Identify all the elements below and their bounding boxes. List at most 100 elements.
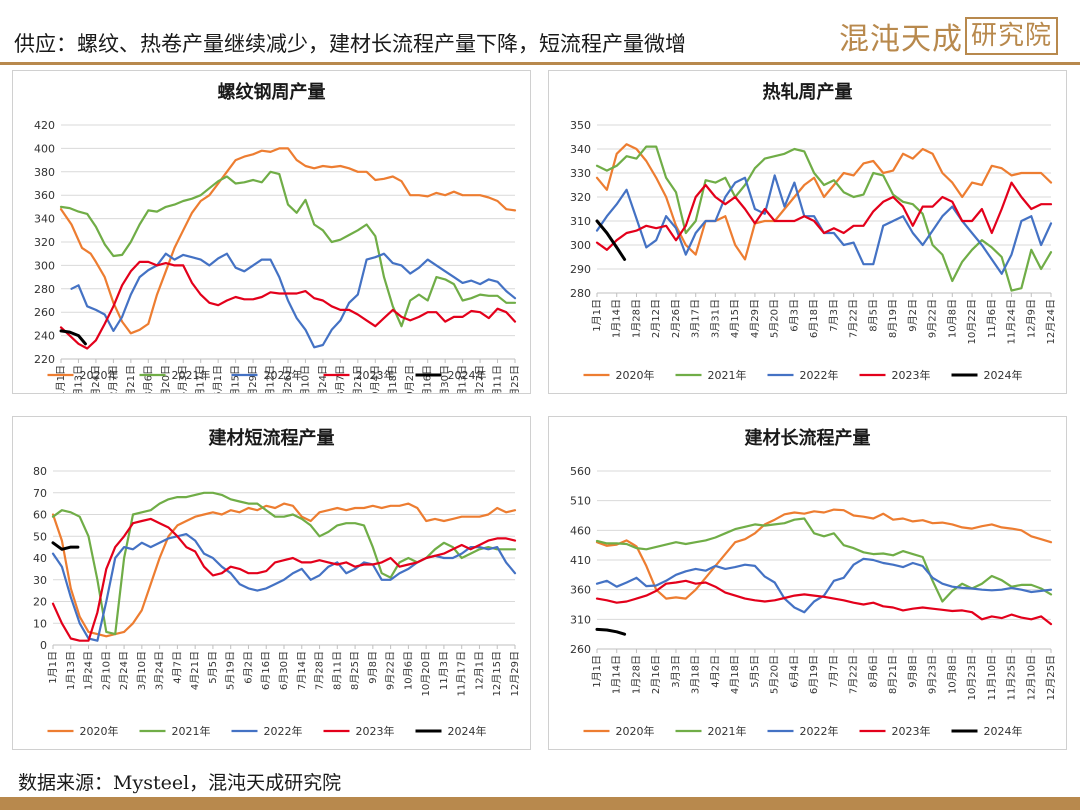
chart-panel-long-process: 建材长流程产量 260 310 360 410 460 510 560 1月1日 1月14日 1月2… <box>548 416 1067 750</box>
x-tick-label: 4月18日 <box>729 655 741 694</box>
y-tick-label: 350 <box>570 119 591 132</box>
legend-label: 2021年 <box>172 724 211 738</box>
x-tick-label: 4月29日 <box>749 299 761 338</box>
x-tick-label: 8月25日 <box>349 651 361 690</box>
x-tick-label: 2月10日 <box>100 651 112 690</box>
legend-label: 2020年 <box>616 368 655 382</box>
chart-rebar-weekly-output: 螺纹钢周产量 220 240 260 280 300 320 340 360 380 400 420 1… <box>34 81 521 393</box>
x-tick-label: 3月18日 <box>690 655 702 694</box>
legend-label: 2023年 <box>892 368 931 382</box>
x-tick-label: 6月4日 <box>788 655 800 688</box>
brand-main-text: 混沌天成 <box>838 22 963 57</box>
chart-panel-short-process: 建材短流程产量 0 10 20 30 40 50 60 70 80 1月1日 1月13日 1月24日 2月… <box>12 416 531 750</box>
x-tick-label: 7月10日 <box>299 365 311 393</box>
x-tick-label: 5月1日 <box>212 365 224 393</box>
x-tick-label: 12月9日 <box>1025 299 1037 338</box>
footer-rule <box>0 797 1080 810</box>
chart-short-process-output: 建材短流程产量 0 10 20 30 40 50 60 70 80 1月1日 1月13日 1月24日 2月… <box>33 427 521 738</box>
chart-title: 建材长流程产量 <box>745 427 871 449</box>
x-tick-label: 12月24日 <box>1045 299 1057 344</box>
x-tick-label: 1月1日 <box>55 365 67 393</box>
y-tick-label: 40 <box>33 552 47 565</box>
y-tick-label: 280 <box>34 283 55 296</box>
x-tick-label: 11月27日 <box>474 365 486 393</box>
chart-panel-rebar: 螺纹钢周产量 220 240 260 280 300 320 340 360 380 400 420 1… <box>12 70 531 394</box>
y-tick-label: 260 <box>34 306 55 319</box>
x-tick-label: 1月14日 <box>611 299 623 338</box>
y-tick-label: 410 <box>570 554 591 567</box>
series-line-2022 <box>70 252 517 349</box>
x-tick-label: 1月28日 <box>630 299 642 338</box>
x-tick-label: 12月29日 <box>509 651 521 696</box>
x-tick-label: 4月17日 <box>195 365 207 393</box>
x-tick-label: 8月6日 <box>867 655 879 688</box>
legend-label: 2020年 <box>80 724 119 738</box>
x-tick-label: 7月7日 <box>828 655 840 688</box>
x-tick-label: 7月24日 <box>317 365 329 393</box>
x-tick-label: 1月1日 <box>591 299 603 332</box>
y-tick-label: 300 <box>34 259 55 272</box>
x-tick-label: 4月21日 <box>189 651 201 690</box>
y-tick-label: 420 <box>34 119 55 132</box>
x-tick-label: 7月28日 <box>314 651 326 690</box>
x-tick-label: 8月7日 <box>334 365 346 393</box>
y-tick-label: 340 <box>34 213 55 226</box>
chart-title: 螺纹钢周产量 <box>218 81 326 103</box>
x-tick-label: 10月16日 <box>422 365 434 393</box>
legend-label: 2022年 <box>264 724 303 738</box>
x-tick-label: 8月19日 <box>887 299 899 338</box>
series-line-2020 <box>51 502 517 638</box>
series-line-2022 <box>51 532 517 642</box>
x-tick-label: 12月1日 <box>473 651 485 690</box>
x-tick-label: 7月22日 <box>848 299 860 338</box>
x-tick-label: 8月11日 <box>331 651 343 690</box>
x-tick-label: 9月18日 <box>387 365 399 393</box>
x-tick-label: 9月8日 <box>367 651 379 684</box>
series-line-2021 <box>595 145 1053 292</box>
series-line-2024 <box>595 627 627 636</box>
series-line-2020 <box>59 147 517 335</box>
x-tick-label: 11月3日 <box>438 651 450 690</box>
x-tick-label: 2月16日 <box>650 655 662 694</box>
x-tick-label: 1月28日 <box>630 655 642 694</box>
series-line-2020 <box>595 508 1053 600</box>
legend-label: 2024年 <box>448 724 487 738</box>
x-tick-label: 9月22日 <box>385 651 397 690</box>
x-tick-label: 1月13日 <box>65 651 77 690</box>
y-tick-label: 50 <box>33 530 47 543</box>
y-tick-label: 70 <box>33 487 47 500</box>
y-tick-label: 220 <box>34 353 55 366</box>
series-line-2024 <box>59 329 87 346</box>
x-tick-label: 12月11日 <box>492 365 504 393</box>
x-tick-label: 1月14日 <box>611 655 623 694</box>
y-tick-label: 310 <box>570 613 591 626</box>
x-tick-label: 10月2日 <box>404 365 416 393</box>
x-tick-label: 3月6日 <box>142 365 154 393</box>
x-tick-label: 3月31日 <box>709 299 721 338</box>
y-tick-label: 510 <box>570 495 591 508</box>
legend-label: 2022年 <box>800 368 839 382</box>
series-line-2020 <box>595 143 1053 261</box>
y-tick-label: 280 <box>570 287 591 300</box>
x-tick-label: 11月25日 <box>1006 655 1018 700</box>
x-tick-label: 12月15日 <box>491 651 503 696</box>
chart-long-process-output: 建材长流程产量 260 310 360 410 460 510 560 1月1日 1月14日 1月2… <box>570 427 1057 738</box>
series-line-2023 <box>595 579 1053 626</box>
chart-panel-hot-rolled: 热轧周产量 280 290 300 310 320 330 340 350 1月1日 1月14日 1月… <box>548 70 1067 394</box>
series-line-2024 <box>51 541 80 551</box>
x-tick-label: 5月5日 <box>207 651 219 684</box>
x-tick-label: 1月24日 <box>83 651 95 690</box>
y-tick-label: 560 <box>570 465 591 478</box>
y-tick-label: 360 <box>570 584 591 597</box>
x-tick-label: 1月24日 <box>90 365 102 393</box>
x-tick-label: 10月8日 <box>946 299 958 338</box>
x-tick-label: 6月3日 <box>788 299 800 332</box>
x-tick-label: 12月10日 <box>1025 655 1037 700</box>
chart-title: 热轧周产量 <box>763 81 853 103</box>
y-tick-label: 80 <box>33 465 47 478</box>
series-line-2021 <box>51 491 517 636</box>
x-tick-label: 3月10日 <box>136 651 148 690</box>
x-tick-label: 5月20日 <box>769 299 781 338</box>
x-tick-label: 8月21日 <box>352 365 364 393</box>
x-tick-label: 11月6日 <box>986 299 998 338</box>
